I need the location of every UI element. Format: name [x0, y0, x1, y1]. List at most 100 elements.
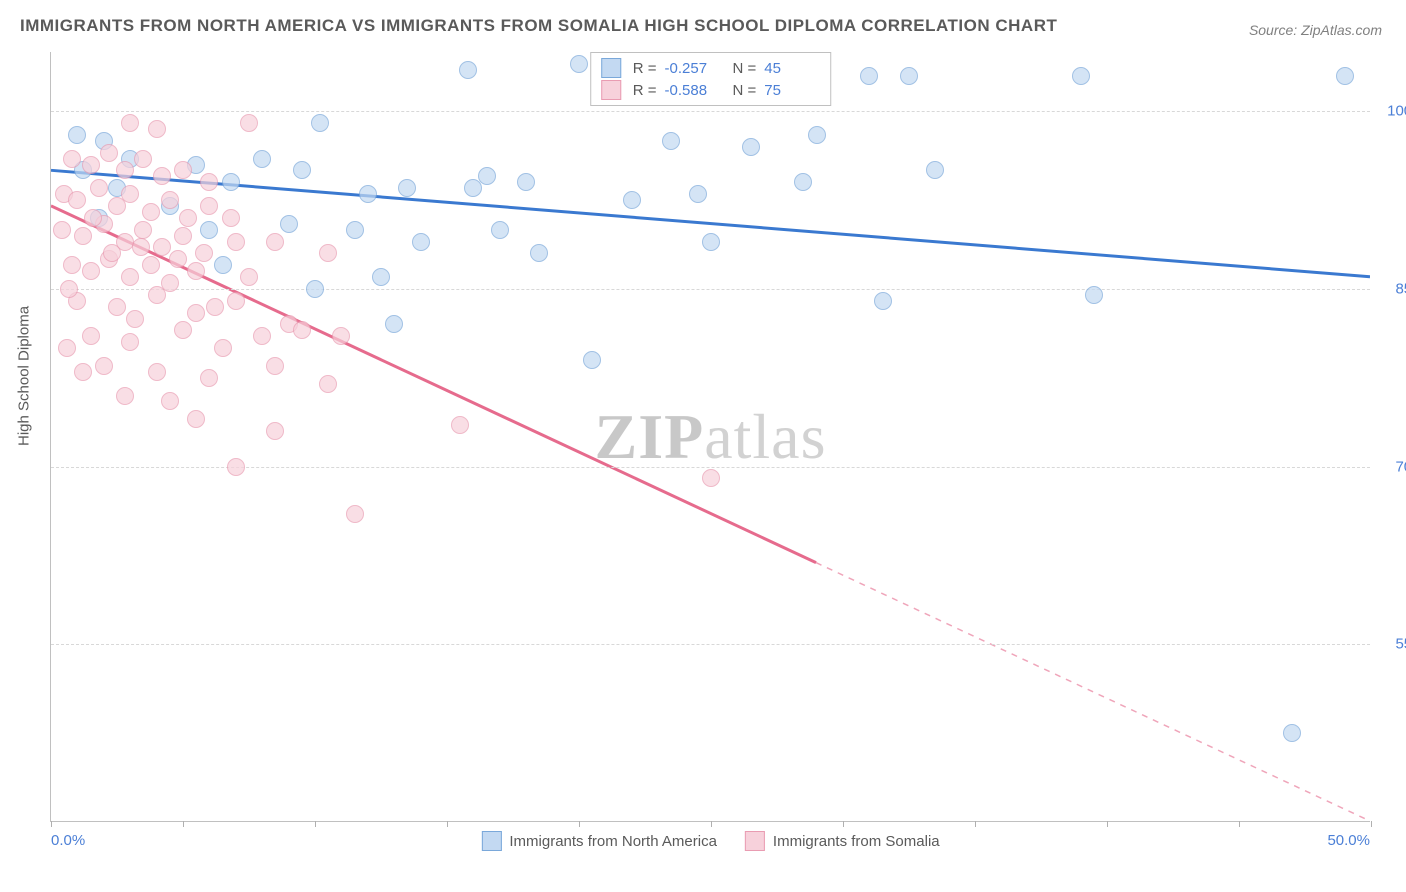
data-point-so	[179, 209, 197, 227]
data-point-so	[134, 221, 152, 239]
source-attribution: Source: ZipAtlas.com	[1249, 22, 1382, 38]
data-point-na	[359, 185, 377, 203]
x-tick	[447, 821, 448, 827]
data-point-so	[161, 392, 179, 410]
data-point-so	[121, 185, 139, 203]
data-point-so	[702, 469, 720, 487]
data-point-so	[187, 304, 205, 322]
x-min-label: 0.0%	[51, 832, 85, 849]
data-point-so	[346, 505, 364, 523]
data-point-so	[100, 144, 118, 162]
data-point-na	[68, 126, 86, 144]
watermark-bold: ZIP	[595, 401, 705, 472]
legend-label-na: Immigrants from North America	[509, 833, 717, 850]
data-point-so	[200, 369, 218, 387]
y-tick-label: 100.0%	[1387, 103, 1406, 120]
source-link[interactable]: ZipAtlas.com	[1301, 22, 1382, 38]
data-point-na	[689, 185, 707, 203]
n-label: N =	[733, 82, 757, 99]
legend-label-so: Immigrants from Somalia	[773, 833, 940, 850]
data-point-na	[702, 233, 720, 251]
data-point-so	[319, 244, 337, 262]
data-point-so	[121, 268, 139, 286]
data-point-so	[200, 197, 218, 215]
watermark: ZIPatlas	[595, 400, 827, 474]
r-value-so: -0.588	[665, 82, 721, 99]
data-point-so	[134, 150, 152, 168]
data-point-so	[200, 173, 218, 191]
y-tick-label: 85.0%	[1395, 280, 1406, 297]
legend-series: Immigrants from North America Immigrants…	[481, 831, 939, 851]
data-point-so	[132, 238, 150, 256]
trendline-so	[51, 206, 816, 563]
data-point-so	[293, 321, 311, 339]
data-point-so	[148, 120, 166, 138]
x-tick	[315, 821, 316, 827]
data-point-na	[517, 173, 535, 191]
data-point-so	[84, 209, 102, 227]
x-tick	[51, 821, 52, 827]
data-point-so	[266, 357, 284, 375]
data-point-na	[372, 268, 390, 286]
data-point-na	[860, 67, 878, 85]
data-point-so	[53, 221, 71, 239]
x-tick	[1107, 821, 1108, 827]
data-point-na	[1072, 67, 1090, 85]
gridline-h	[51, 289, 1370, 290]
data-point-na	[874, 292, 892, 310]
data-point-so	[222, 209, 240, 227]
data-point-so	[195, 244, 213, 262]
gridline-h	[51, 467, 1370, 468]
data-point-na	[459, 61, 477, 79]
r-label: R =	[633, 60, 657, 77]
x-tick	[843, 821, 844, 827]
data-point-so	[227, 233, 245, 251]
chart-title: IMMIGRANTS FROM NORTH AMERICA VS IMMIGRA…	[20, 16, 1057, 36]
data-point-so	[148, 286, 166, 304]
swatch-na	[481, 831, 501, 851]
legend-row-so: R = -0.588 N = 75	[601, 79, 821, 101]
x-tick	[1239, 821, 1240, 827]
data-point-so	[240, 268, 258, 286]
n-value-so: 75	[764, 82, 820, 99]
data-point-so	[214, 339, 232, 357]
data-point-so	[253, 327, 271, 345]
y-tick-label: 70.0%	[1395, 458, 1406, 475]
data-point-na	[926, 161, 944, 179]
data-point-so	[90, 179, 108, 197]
swatch-na	[601, 58, 621, 78]
data-point-na	[311, 114, 329, 132]
data-point-na	[583, 351, 601, 369]
data-point-so	[108, 298, 126, 316]
data-point-so	[121, 333, 139, 351]
data-point-na	[222, 173, 240, 191]
data-point-so	[451, 416, 469, 434]
data-point-so	[266, 422, 284, 440]
data-point-so	[142, 203, 160, 221]
data-point-so	[153, 238, 171, 256]
data-point-na	[1283, 724, 1301, 742]
data-point-na	[412, 233, 430, 251]
data-point-so	[187, 262, 205, 280]
data-point-so	[240, 114, 258, 132]
data-point-na	[808, 126, 826, 144]
gridline-h	[51, 111, 1370, 112]
legend-row-na: R = -0.257 N = 45	[601, 57, 821, 79]
data-point-so	[142, 256, 160, 274]
plot-area: ZIPatlas R = -0.257 N = 45 R = -0.588 N …	[50, 52, 1370, 822]
data-point-so	[266, 233, 284, 251]
data-point-so	[116, 161, 134, 179]
data-point-so	[63, 256, 81, 274]
x-max-label: 50.0%	[1327, 832, 1370, 849]
data-point-na	[398, 179, 416, 197]
data-point-na	[306, 280, 324, 298]
data-point-na	[530, 244, 548, 262]
data-point-so	[227, 292, 245, 310]
y-tick-label: 55.0%	[1395, 636, 1406, 653]
data-point-so	[126, 310, 144, 328]
data-point-so	[319, 375, 337, 393]
watermark-light: atlas	[704, 401, 826, 472]
x-tick	[975, 821, 976, 827]
swatch-so	[745, 831, 765, 851]
n-label: N =	[733, 60, 757, 77]
